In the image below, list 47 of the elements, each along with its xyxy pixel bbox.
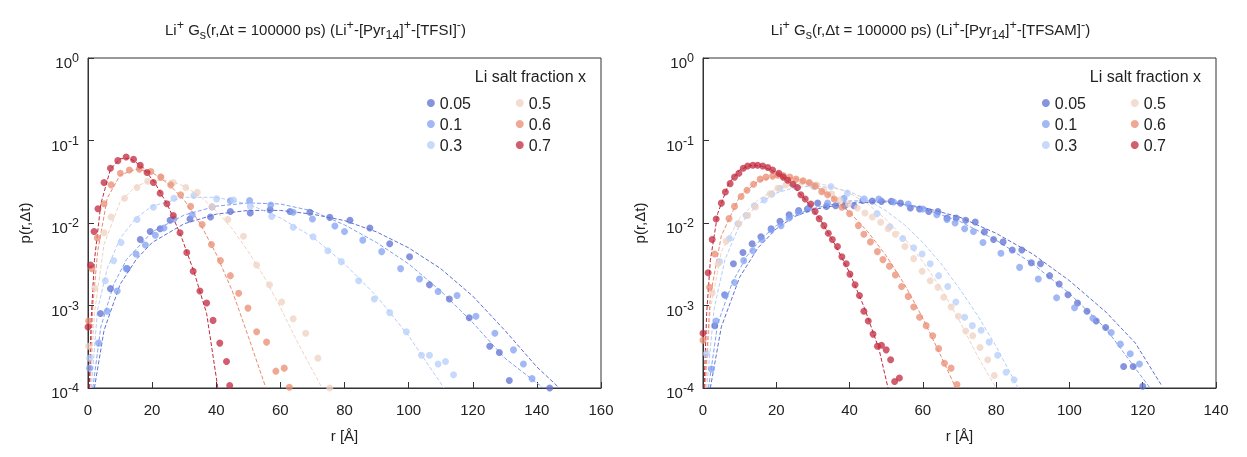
x-tick-label: 160 [588, 401, 614, 418]
legend-label: 0.7 [1143, 136, 1167, 154]
x-tick-label: 120 [460, 401, 486, 418]
x-tick-label: 40 [207, 401, 225, 418]
x-tick-label: 20 [143, 401, 161, 418]
y-tick-label: 10$^{-3}$ [51, 297, 79, 321]
y-tick-label: 10$^{-4}$ [666, 380, 694, 403]
legend-label: 0.3 [1054, 136, 1078, 154]
x-tick-label: 0 [83, 401, 93, 418]
x-tick-label: 80 [336, 401, 353, 418]
y-tick-label: 10$^{-1}$ [51, 132, 79, 156]
legend-label: 0.5 [1143, 94, 1167, 112]
legend-label: 0.6 [528, 115, 552, 133]
x-tick-label: 100 [396, 401, 422, 418]
legend-label: 0.3 [439, 136, 463, 154]
x-tick-label: 140 [524, 401, 550, 418]
y-tick-label: 10$^{0}$ [670, 50, 694, 73]
legend-label: 0.6 [1143, 115, 1167, 133]
x-tick-label: 60 [914, 401, 932, 418]
y-tick-label: 10$^{-2}$ [666, 215, 694, 238]
legend-label: 0.05 [1054, 94, 1087, 112]
x-axis-title: r [Å] [945, 427, 974, 444]
y-tick-label: 10$^{-1}$ [666, 132, 694, 156]
legend-label: 0.5 [528, 94, 552, 112]
x-tick-label: 40 [841, 401, 858, 418]
legend-label: 0.1 [1054, 115, 1078, 133]
y-tick-label: 10$^{0}$ [55, 50, 79, 73]
y-tick-label: 10$^{-2}$ [51, 215, 79, 238]
x-tick-label: 140 [1203, 401, 1229, 418]
x-tick-label: 120 [1130, 401, 1156, 418]
chart-title: Li$^{+}$ G$_{s}$(r,Δt = 100000 ps) (Li$^{+}$-[Pyr$_{14}$]$^{+}$-[TFSI]$^{-}$) [165, 18, 466, 42]
y-tick-label: 10$^{-4}$ [51, 380, 79, 403]
y-tick-label: 10$^{-3}$ [666, 297, 694, 321]
x-tick-label: 60 [272, 401, 289, 418]
x-tick-label: 80 [987, 401, 1005, 418]
chart-title: Li$^{+}$ G$_{s}$(r,Δt = 100000 ps) (Li$^{+}$-[Pyr$_{14}$]$^{+}$-[TFSAM]$^{-}$) [770, 18, 1091, 42]
y-axis-title: p(r,Δt) [631, 202, 648, 244]
x-tick-label: 100 [1056, 401, 1082, 418]
x-axis-title: r [Å] [330, 427, 359, 444]
legend-label: 0.1 [439, 115, 463, 133]
legend-label: 0.7 [528, 136, 552, 154]
legend-title: Li salt fraction x [1089, 67, 1201, 85]
y-axis-title: p(r,Δt) [16, 202, 33, 244]
legend-title: Li salt fraction x [474, 67, 586, 85]
legend-label: 0.05 [439, 94, 472, 112]
x-tick-label: 0 [698, 401, 708, 418]
x-tick-label: 20 [767, 401, 785, 418]
